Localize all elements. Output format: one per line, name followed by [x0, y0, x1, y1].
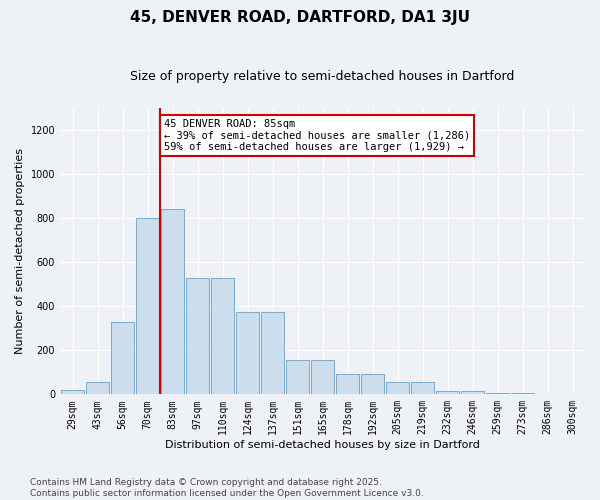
Bar [185, 278, 209, 394]
X-axis label: Distribution of semi-detached houses by size in Dartford: Distribution of semi-detached houses by … [165, 440, 480, 450]
Bar [386, 382, 409, 394]
Text: Contains HM Land Registry data © Crown copyright and database right 2025.
Contai: Contains HM Land Registry data © Crown c… [30, 478, 424, 498]
Title: Size of property relative to semi-detached houses in Dartford: Size of property relative to semi-detach… [130, 70, 515, 83]
Bar [461, 391, 484, 394]
Y-axis label: Number of semi-detached properties: Number of semi-detached properties [15, 148, 25, 354]
Text: 45, DENVER ROAD, DARTFORD, DA1 3JU: 45, DENVER ROAD, DARTFORD, DA1 3JU [130, 10, 470, 25]
Text: 45 DENVER ROAD: 85sqm
← 39% of semi-detached houses are smaller (1,286)
59% of s: 45 DENVER ROAD: 85sqm ← 39% of semi-deta… [164, 119, 470, 152]
Bar [86, 382, 109, 394]
Bar [136, 218, 160, 394]
Bar [211, 278, 235, 394]
Bar [110, 322, 134, 394]
Bar [485, 393, 509, 394]
Bar [286, 360, 310, 394]
Bar [410, 382, 434, 394]
Bar [61, 390, 85, 394]
Bar [361, 374, 385, 394]
Bar [311, 360, 334, 394]
Bar [511, 393, 535, 394]
Bar [436, 391, 460, 394]
Bar [335, 374, 359, 394]
Bar [161, 209, 184, 394]
Bar [236, 312, 259, 394]
Bar [260, 312, 284, 394]
